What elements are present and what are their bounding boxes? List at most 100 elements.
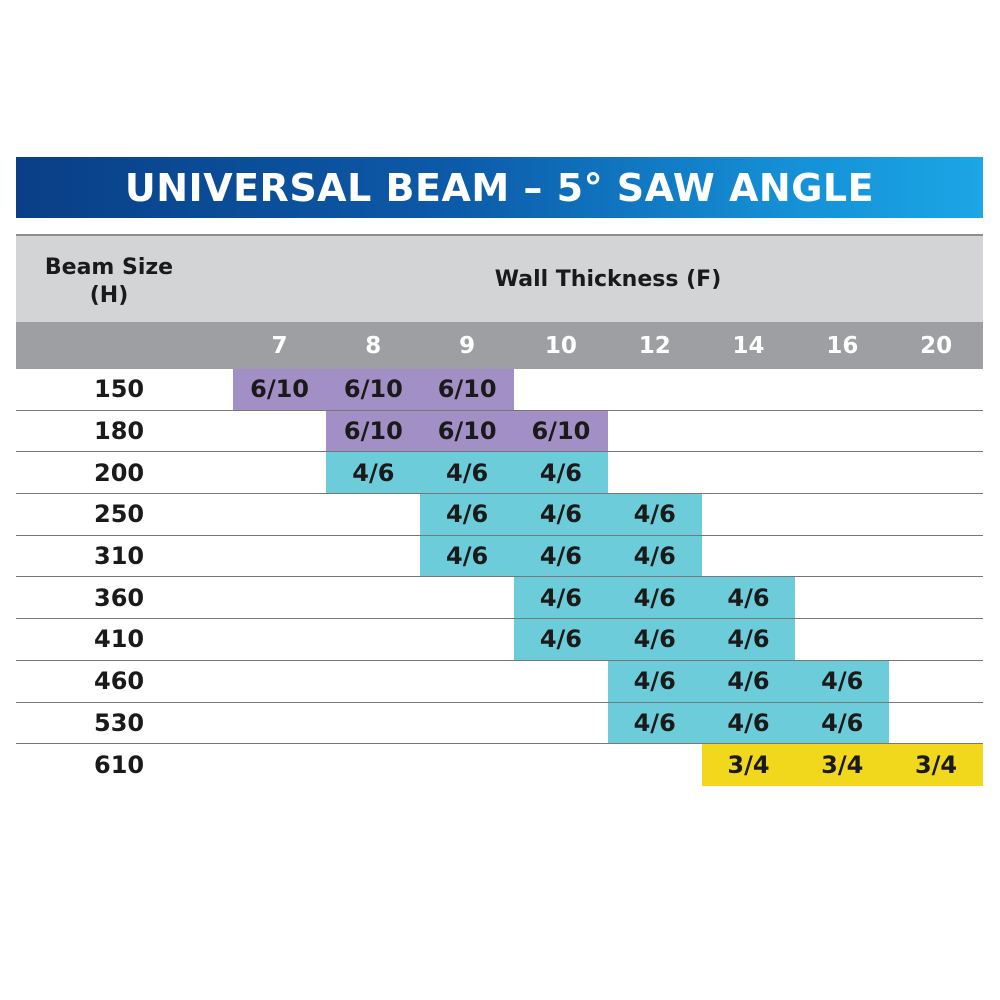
- value-cell: 3/4: [795, 744, 890, 786]
- value-cell: [326, 577, 420, 618]
- value-cell: [608, 744, 702, 786]
- value-cell: [889, 369, 983, 410]
- value-cell: [233, 577, 327, 618]
- value-cell: [795, 494, 889, 535]
- value-cell: 4/6: [420, 452, 515, 494]
- value-cell: 6/10: [420, 410, 515, 452]
- value-cell: [233, 494, 327, 535]
- value-cell: 6/10: [326, 369, 421, 410]
- value-cell: [514, 703, 608, 744]
- value-cell: [514, 369, 608, 410]
- table-row: 460 4/6 4/6 4/6: [16, 660, 983, 703]
- value-cell: [889, 661, 983, 702]
- table-header: Beam Size (H) Wall Thickness (F): [16, 234, 983, 322]
- title-banner: UNIVERSAL BEAM – 5° SAW ANGLE: [16, 157, 983, 218]
- value-cell: [795, 452, 889, 493]
- column-header: 9: [459, 332, 476, 359]
- value-cell: 4/6: [795, 702, 890, 744]
- column-header: 10: [544, 332, 577, 359]
- value-cell: [233, 744, 327, 786]
- beam-size-cell: 410: [94, 625, 145, 654]
- value-cell: [795, 536, 889, 577]
- value-cell: 3/4: [701, 744, 796, 786]
- value-cell: 4/6: [514, 619, 608, 660]
- value-cell: [514, 744, 608, 786]
- value-cell: [889, 577, 983, 618]
- value-cell: [889, 494, 983, 535]
- column-header: 12: [638, 332, 671, 359]
- value-cell: [326, 494, 420, 535]
- value-cell: [795, 411, 889, 452]
- column-header-row: 7 8 9 10 12 14 16 20: [16, 322, 983, 369]
- column-header-blank: [16, 322, 233, 369]
- beam-size-cell: 180: [94, 417, 145, 446]
- value-cell: [233, 411, 327, 452]
- value-cell: [514, 661, 608, 702]
- value-cell: [702, 494, 796, 535]
- column-header: 16: [826, 332, 859, 359]
- value-cell: 6/10: [420, 369, 515, 410]
- value-cell: 4/6: [420, 535, 515, 577]
- beam-size-cell: 250: [94, 500, 145, 529]
- value-cell: 4/6: [514, 452, 608, 494]
- value-cell: [889, 452, 983, 493]
- beam-size-cell: 610: [94, 751, 145, 780]
- beam-size-cell: 530: [94, 708, 145, 737]
- value-cell: [326, 703, 420, 744]
- value-cell: [702, 452, 796, 493]
- wall-thickness-header: Wall Thickness (F): [494, 267, 722, 292]
- value-cell: [795, 369, 889, 410]
- column-header: 8: [365, 332, 382, 359]
- value-cell: 3/4: [889, 744, 983, 786]
- table-row: 360 4/6 4/6 4/6: [16, 577, 983, 620]
- value-cell: 4/6: [607, 494, 702, 535]
- column-header: 7: [271, 332, 288, 359]
- page-title: UNIVERSAL BEAM – 5° SAW ANGLE: [124, 165, 875, 210]
- table-row: 180 6/10 6/10 6/10: [16, 410, 983, 453]
- value-cell: 4/6: [607, 702, 702, 744]
- beam-size-cell: 360: [94, 583, 145, 612]
- table-row: 150 6/10 6/10 6/10: [16, 369, 983, 411]
- saw-angle-table: Beam Size (H) Wall Thickness (F) 7 8 9 1…: [16, 234, 983, 786]
- column-header: 20: [920, 332, 953, 359]
- value-cell: 4/6: [701, 619, 796, 660]
- value-cell: [795, 619, 889, 660]
- value-cell: [233, 703, 327, 744]
- value-cell: 4/6: [514, 494, 608, 535]
- value-cell: [233, 661, 327, 702]
- value-cell: [795, 577, 889, 618]
- value-cell: [889, 703, 983, 744]
- value-cell: [420, 619, 514, 660]
- value-cell: 4/6: [326, 452, 421, 494]
- table-row: 310 4/6 4/6 4/6: [16, 535, 983, 578]
- value-cell: [889, 536, 983, 577]
- value-cell: 4/6: [514, 535, 608, 577]
- value-cell: [326, 619, 420, 660]
- value-cell: [608, 369, 702, 410]
- table-row: 530 4/6 4/6 4/6: [16, 702, 983, 745]
- value-cell: [702, 536, 796, 577]
- value-cell: [326, 536, 420, 577]
- beam-size-cell: 460: [94, 667, 145, 696]
- table-row: 250 4/6 4/6 4/6: [16, 494, 983, 536]
- value-cell: [702, 411, 796, 452]
- value-cell: [233, 536, 327, 577]
- value-cell: [420, 661, 514, 702]
- value-cell: [326, 661, 420, 702]
- value-cell: 4/6: [607, 660, 702, 702]
- value-cell: [608, 452, 702, 493]
- value-cell: 4/6: [607, 535, 702, 577]
- value-cell: [889, 411, 983, 452]
- value-cell: 4/6: [795, 660, 890, 702]
- value-cell: [326, 744, 420, 786]
- beam-size-header: Beam Size (H): [44, 255, 174, 308]
- table-body: 150 6/10 6/10 6/10 180 6/10 6/10 6/10 200 4/6 4/6 4…: [16, 369, 983, 786]
- value-cell: [233, 452, 327, 493]
- value-cell: 4/6: [514, 577, 608, 619]
- value-cell: 4/6: [420, 494, 515, 535]
- value-cell: 4/6: [701, 577, 796, 619]
- value-cell: [608, 411, 702, 452]
- value-cell: 4/6: [701, 702, 796, 744]
- value-cell: [233, 619, 327, 660]
- value-cell: 4/6: [607, 619, 702, 660]
